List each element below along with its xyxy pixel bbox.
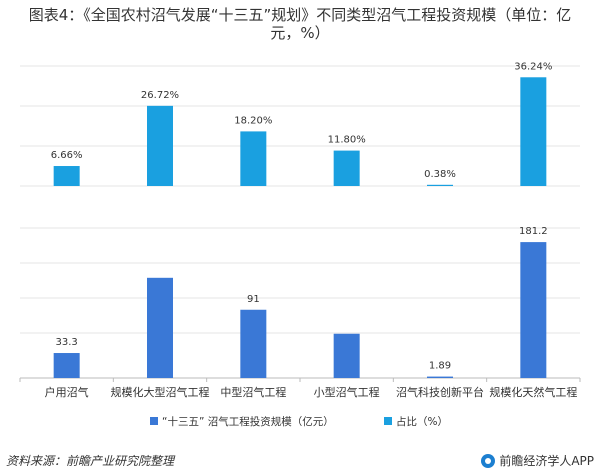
x-tick-label-0: 户用沼气	[45, 385, 89, 399]
bar-investment-2	[240, 309, 267, 378]
legend-label-share: 占比（%）	[396, 415, 448, 428]
footer: 资料来源：前瞻产业研究院整理 前瞻经济学人APP	[0, 446, 600, 476]
bar-share-5	[520, 77, 547, 186]
bar-investment-1	[147, 277, 173, 378]
bar-investment-4	[427, 376, 453, 378]
bar-share-4	[427, 184, 453, 186]
brand-logo-icon	[481, 453, 496, 468]
label-investment-5: 181.2	[519, 226, 548, 237]
label-investment-0: 33.3	[56, 337, 78, 348]
legend-swatch-share	[384, 417, 392, 425]
bar-share-2	[240, 131, 267, 186]
bar-investment-5	[520, 242, 547, 378]
label-share-5: 36.24%	[514, 61, 552, 72]
label-share-4: 0.38%	[424, 169, 456, 180]
label-share-1: 26.72%	[141, 90, 179, 101]
bar-share-3	[333, 150, 360, 186]
x-tick-label-4: 沼气科技创新平台	[396, 385, 484, 399]
bar-investment-3	[333, 333, 360, 378]
x-tick-label-1: 规模化大型沼气工程	[111, 385, 210, 399]
brand: 前瞻经济学人APP	[481, 452, 594, 469]
x-tick-label-2: 中型沼气工程	[220, 385, 286, 399]
legend-swatch-investment	[150, 417, 158, 425]
source-note: 资料来源：前瞻产业研究院整理	[6, 454, 175, 468]
bar-share-1	[147, 105, 173, 186]
label-investment-4: 1.89	[429, 361, 451, 372]
x-tick-label-5: 规模化天然气工程	[489, 385, 577, 399]
x-tick-label-3: 小型沼气工程	[314, 385, 380, 399]
chart-title-line-2: 元，%）	[270, 24, 330, 42]
label-share-0: 6.66%	[51, 150, 83, 161]
brand-name: 前瞻经济学人APP	[499, 454, 594, 468]
label-share-2: 18.20%	[234, 115, 272, 126]
label-investment-2: 91	[247, 294, 260, 305]
legend-label-investment: “十三五” 沼气工程投资规模（亿元）	[162, 415, 334, 428]
bar-share-0	[53, 166, 80, 186]
chart-title: 图表4：《全国农村沼气发展“十三五”规划》不同类型沼气工程投资规模（单位：亿 元…	[8, 6, 592, 42]
label-share-3: 11.80%	[328, 135, 366, 146]
bar-chart: 6.66% 26.72% 18.20% 11.80% 0.38% 36.24% 33.3 91…	[19, 61, 581, 428]
bar-investment-0	[53, 353, 80, 378]
chart-title-line-1: 图表4：《全国农村沼气发展“十三五”规划》不同类型沼气工程投资规模（单位：亿	[28, 6, 572, 24]
